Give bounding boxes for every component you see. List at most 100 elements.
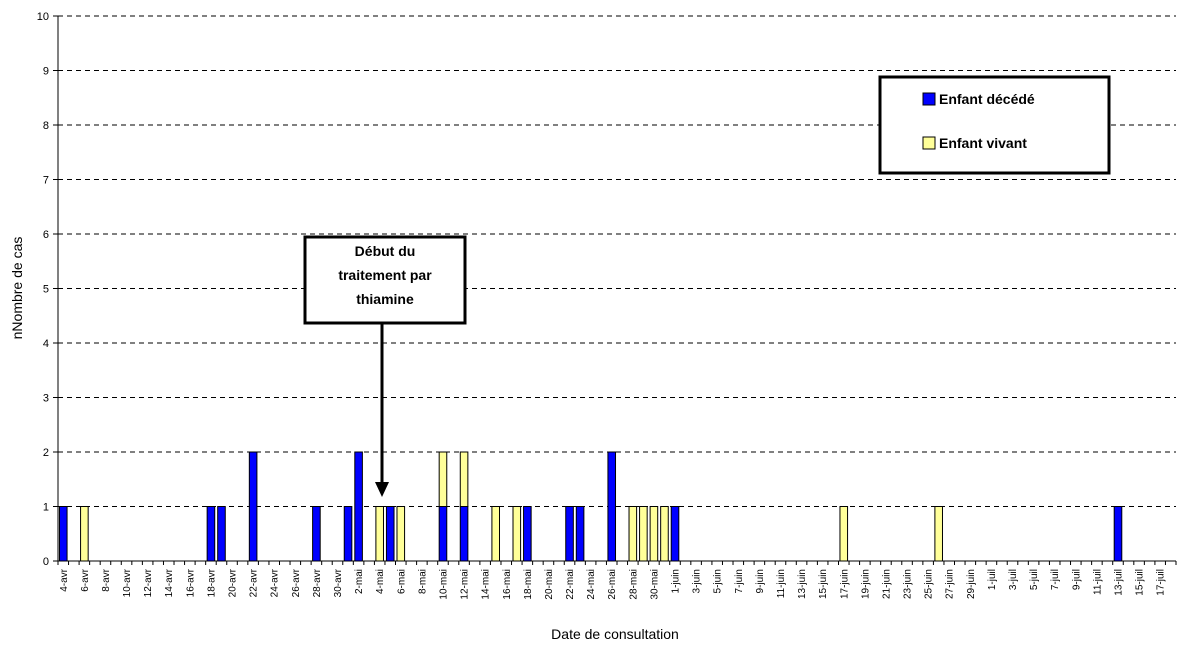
bar-deceased bbox=[575, 506, 585, 562]
y-tick-label: 5 bbox=[43, 284, 49, 296]
x-tick-label: 21-juin bbox=[881, 569, 892, 599]
x-tick-labels: 4-avr 6-avr 8-avr 10-avr 12-avr 14-avr 16-avr 1… bbox=[57, 561, 1177, 600]
x-tick-label: 22-mai bbox=[565, 569, 576, 600]
x-tick-label: 24-avr bbox=[270, 568, 281, 597]
bar-alive bbox=[649, 506, 659, 562]
y-tick-label: 4 bbox=[43, 338, 49, 350]
y-tick-label: 7 bbox=[43, 175, 49, 187]
x-tick-label: 11-juin bbox=[776, 569, 787, 598]
y-tick-label: 9 bbox=[43, 66, 49, 78]
y-tick-label: 8 bbox=[43, 120, 49, 132]
bar-deceased bbox=[385, 506, 395, 562]
x-tick-label: 6-mai bbox=[396, 569, 407, 594]
bars bbox=[58, 451, 1123, 562]
y-tick-label: 6 bbox=[43, 229, 49, 241]
bar-deceased bbox=[607, 451, 617, 562]
x-tick-label: 15-juil bbox=[1135, 569, 1146, 596]
bar-alive bbox=[934, 506, 943, 562]
x-tick-label: 8-mai bbox=[417, 569, 428, 594]
bar-alive bbox=[512, 506, 522, 562]
x-tick-label: 9-juin bbox=[755, 569, 766, 593]
x-tick-label: 28-avr bbox=[312, 568, 323, 597]
x-tick-label: 25-juin bbox=[924, 569, 935, 599]
x-tick-label: 17-juin bbox=[839, 569, 850, 599]
y-tick-labels: 0 1 2 3 4 5 6 7 8 9 10 bbox=[37, 11, 58, 568]
x-tick-label: 11-juil bbox=[1092, 569, 1103, 595]
x-tick-label: 12-mai bbox=[460, 569, 471, 600]
x-tick-label: 8-avr bbox=[101, 568, 112, 591]
x-tick-label: 3-juil bbox=[1008, 569, 1019, 590]
bar-deceased bbox=[438, 506, 448, 562]
x-tick-label: 5-juil bbox=[1029, 569, 1040, 590]
x-tick-label: 20-mai bbox=[544, 569, 555, 600]
x-tick-label: 13-juin bbox=[797, 569, 808, 599]
x-tick-label: 5-juin bbox=[713, 569, 724, 593]
bar-deceased bbox=[206, 506, 216, 562]
x-tick-label: 26-avr bbox=[291, 568, 302, 597]
x-tick-label: 9-juil bbox=[1071, 569, 1082, 590]
x-tick-label: 16-avr bbox=[185, 568, 196, 597]
x-tick-label: 7-juil bbox=[1050, 569, 1061, 590]
x-tick-label: 18-avr bbox=[206, 568, 217, 597]
x-tick-label: 12-avr bbox=[143, 568, 154, 597]
x-tick-label: 1-juil bbox=[987, 569, 998, 590]
legend-box bbox=[878, 75, 1111, 175]
x-tick-label: 6-avr bbox=[80, 568, 91, 591]
annotation-arrowhead bbox=[375, 482, 389, 497]
annotation-line-1: Début du bbox=[355, 243, 416, 259]
y-tick-label: 3 bbox=[43, 393, 49, 405]
legend-swatch-alive bbox=[922, 136, 936, 150]
x-tick-label: 7-juin bbox=[734, 569, 745, 593]
bar-alive bbox=[396, 506, 406, 562]
x-tick-label: 15-juin bbox=[818, 569, 829, 599]
x-tick-label: 20-avr bbox=[228, 568, 239, 597]
x-tick-label: 13-juil bbox=[1113, 569, 1124, 596]
y-axis-label: nNombre de cas bbox=[9, 237, 25, 340]
bar-alive bbox=[491, 506, 501, 562]
bar-alive bbox=[639, 506, 648, 562]
bar-alive bbox=[660, 506, 669, 562]
legend: Enfant décédé Enfant vivant bbox=[878, 75, 1111, 175]
x-tick-label: 28-mai bbox=[628, 569, 639, 600]
x-tick-label: 3-juin bbox=[692, 569, 703, 593]
bar-alive bbox=[628, 506, 638, 562]
x-tick-label: 30-avr bbox=[333, 568, 344, 597]
bar-deceased bbox=[248, 451, 258, 562]
bar-deceased bbox=[217, 506, 226, 562]
bar-deceased bbox=[354, 451, 363, 562]
annotation-line-2: traitement par bbox=[338, 267, 432, 283]
x-tick-label: 17-juil bbox=[1156, 569, 1167, 596]
annotation-line-3: thiamine bbox=[356, 291, 414, 307]
bar-alive bbox=[438, 451, 448, 507]
x-tick-label: 30-mai bbox=[649, 569, 660, 600]
y-tick-label: 1 bbox=[43, 502, 49, 514]
y-tick-label: 10 bbox=[37, 11, 49, 23]
bar-alive bbox=[459, 451, 469, 507]
y-tick-label: 2 bbox=[43, 447, 49, 459]
x-tick-label: 23-juin bbox=[903, 569, 914, 599]
legend-label-deceased: Enfant décédé bbox=[939, 91, 1035, 107]
bar-deceased bbox=[565, 506, 574, 562]
y-tick-label: 0 bbox=[43, 556, 49, 568]
bar-alive bbox=[375, 506, 384, 562]
legend-label-alive: Enfant vivant bbox=[939, 135, 1027, 151]
x-tick-label: 29-juin bbox=[966, 569, 977, 599]
x-axis-label: Date de consultation bbox=[551, 626, 679, 642]
annotation: Début du traitement par thiamine bbox=[303, 235, 467, 497]
bar-alive bbox=[80, 506, 89, 562]
x-tick-label: 22-avr bbox=[249, 568, 260, 597]
bar-deceased bbox=[459, 506, 469, 562]
x-tick-label: 16-mai bbox=[502, 569, 513, 600]
bar-deceased bbox=[670, 506, 680, 562]
bar-deceased bbox=[1113, 506, 1123, 562]
x-tick-label: 10-avr bbox=[122, 568, 133, 597]
x-tick-label: 18-mai bbox=[523, 569, 534, 600]
annotation-box bbox=[303, 235, 467, 325]
bar-alive bbox=[839, 506, 849, 562]
x-tick-label: 14-mai bbox=[481, 569, 492, 600]
x-tick-label: 19-juin bbox=[860, 569, 871, 599]
x-tick-label: 1-juin bbox=[671, 569, 682, 593]
bar-deceased bbox=[523, 506, 532, 562]
bar-deceased bbox=[58, 506, 68, 562]
